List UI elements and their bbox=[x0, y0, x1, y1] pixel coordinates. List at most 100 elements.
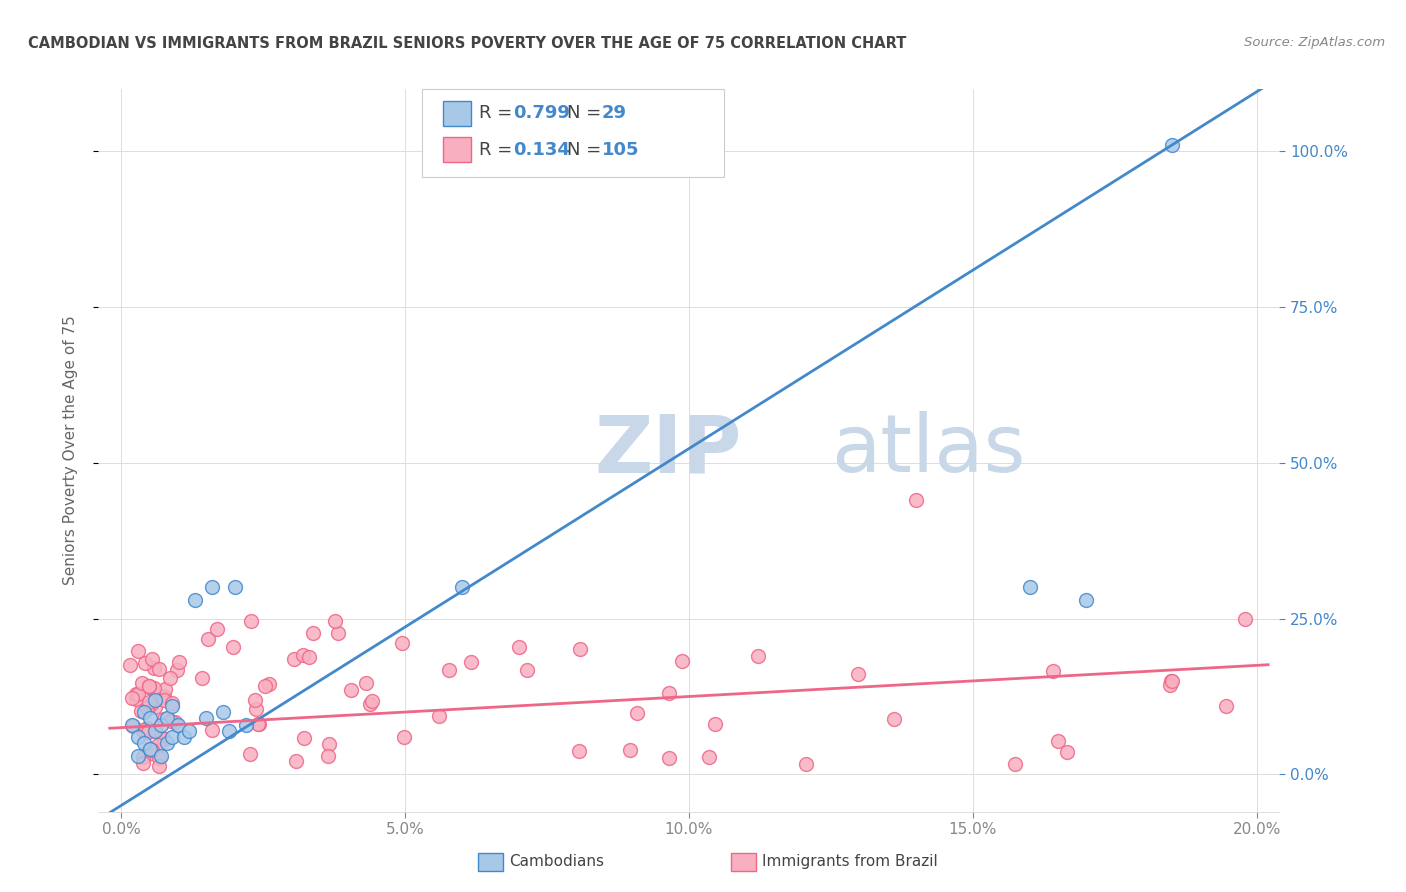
Text: N =: N = bbox=[567, 104, 600, 122]
Text: Immigrants from Brazil: Immigrants from Brazil bbox=[762, 855, 938, 869]
Point bbox=[243, 692, 266, 706]
Point bbox=[127, 730, 149, 744]
Point bbox=[152, 731, 174, 746]
Point bbox=[167, 655, 190, 669]
Point bbox=[301, 626, 323, 640]
Point bbox=[1234, 612, 1257, 626]
Point bbox=[508, 640, 530, 654]
Point bbox=[125, 687, 148, 701]
Point bbox=[658, 686, 681, 700]
Point bbox=[143, 723, 166, 738]
Point bbox=[148, 751, 170, 765]
Point bbox=[235, 717, 257, 731]
Point bbox=[191, 671, 214, 685]
Point bbox=[240, 614, 263, 628]
Point bbox=[184, 593, 207, 607]
Point bbox=[354, 676, 377, 690]
Point bbox=[148, 661, 170, 675]
Point bbox=[212, 705, 235, 719]
Point bbox=[283, 652, 305, 666]
Point bbox=[138, 679, 160, 693]
Point bbox=[132, 736, 155, 750]
Text: 29: 29 bbox=[602, 104, 627, 122]
Point bbox=[146, 738, 169, 752]
Point bbox=[323, 614, 346, 628]
Point bbox=[1076, 593, 1098, 607]
Point bbox=[121, 690, 143, 705]
Point bbox=[148, 759, 170, 773]
Point bbox=[132, 756, 155, 770]
Point bbox=[131, 704, 153, 718]
Point bbox=[143, 661, 166, 675]
Point bbox=[195, 711, 218, 725]
Text: 0.134: 0.134 bbox=[513, 141, 569, 159]
Point bbox=[143, 681, 166, 696]
Point bbox=[247, 717, 270, 731]
Point bbox=[205, 623, 228, 637]
Point bbox=[138, 679, 160, 693]
Point bbox=[166, 663, 188, 677]
Point bbox=[141, 697, 163, 711]
Point bbox=[318, 737, 340, 751]
Point bbox=[224, 581, 246, 595]
Point bbox=[316, 749, 339, 764]
Point bbox=[285, 754, 308, 768]
Point bbox=[626, 706, 648, 720]
Point bbox=[143, 699, 166, 714]
Point bbox=[704, 717, 727, 731]
Point bbox=[136, 725, 159, 739]
Point bbox=[127, 748, 149, 763]
Point bbox=[141, 651, 163, 665]
Point bbox=[292, 648, 315, 663]
Point bbox=[165, 715, 187, 730]
Point bbox=[569, 642, 592, 657]
Point bbox=[153, 732, 176, 747]
Point bbox=[391, 635, 413, 649]
Point bbox=[1159, 678, 1181, 692]
Point bbox=[747, 648, 769, 663]
Point bbox=[1056, 745, 1078, 759]
Point bbox=[257, 677, 280, 691]
Point bbox=[138, 747, 160, 761]
Text: CAMBODIAN VS IMMIGRANTS FROM BRAZIL SENIORS POVERTY OVER THE AGE OF 75 CORRELATI: CAMBODIAN VS IMMIGRANTS FROM BRAZIL SENI… bbox=[28, 36, 907, 51]
Point bbox=[153, 712, 176, 726]
Point bbox=[152, 689, 174, 703]
Point bbox=[173, 730, 195, 744]
Point bbox=[794, 756, 817, 771]
Point bbox=[121, 717, 143, 731]
Point bbox=[392, 730, 415, 744]
Point bbox=[450, 581, 472, 595]
Point bbox=[1160, 673, 1182, 688]
Point bbox=[905, 493, 928, 508]
Point bbox=[125, 691, 148, 706]
Point bbox=[162, 730, 183, 744]
Text: 105: 105 bbox=[602, 141, 640, 159]
Point bbox=[245, 702, 267, 716]
Point bbox=[218, 723, 240, 738]
Point bbox=[134, 657, 156, 671]
Point bbox=[1042, 664, 1064, 678]
Point bbox=[141, 743, 163, 757]
Text: N =: N = bbox=[567, 141, 600, 159]
Point bbox=[846, 667, 869, 681]
Point bbox=[132, 705, 155, 719]
Point bbox=[162, 698, 183, 713]
Point bbox=[1160, 673, 1182, 688]
Point bbox=[1004, 757, 1026, 772]
Point bbox=[149, 717, 172, 731]
Text: atlas: atlas bbox=[831, 411, 1025, 490]
Point bbox=[149, 748, 172, 763]
Text: 0.799: 0.799 bbox=[513, 104, 569, 122]
Point bbox=[138, 742, 160, 756]
Point bbox=[516, 663, 538, 677]
Text: R =: R = bbox=[479, 141, 519, 159]
Point bbox=[197, 632, 219, 646]
Text: R =: R = bbox=[479, 104, 519, 122]
Point bbox=[159, 671, 181, 685]
Point bbox=[138, 695, 160, 709]
Point bbox=[658, 751, 681, 765]
Point bbox=[155, 736, 177, 750]
Point bbox=[460, 655, 482, 669]
Point bbox=[118, 657, 141, 672]
Point bbox=[143, 692, 166, 706]
